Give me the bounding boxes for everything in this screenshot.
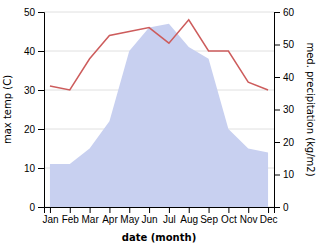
tick-label: 0: [29, 202, 35, 213]
chart: Jan FebMarAprMayJun Jul AugSepOctNovDec 0 10 2…: [0, 0, 318, 247]
tick-mark: [274, 12, 280, 13]
tick-label: Jan: [42, 214, 58, 225]
tick-label: Aug: [180, 214, 198, 225]
tick: 0: [274, 202, 289, 213]
tick-mark: [38, 207, 44, 208]
tick-mark: [274, 207, 280, 208]
tick: Mar: [81, 207, 99, 225]
tick-label: 60: [283, 7, 295, 18]
tick-mark: [90, 207, 91, 213]
tick-mark: [38, 90, 44, 91]
marks: [50, 20, 268, 207]
tick: 50: [24, 7, 44, 18]
tick: 0: [29, 202, 44, 213]
tick-label: 10: [24, 163, 36, 174]
tick: 30: [24, 85, 44, 96]
tick: Aug: [180, 207, 198, 225]
tick-mark: [129, 207, 130, 213]
tick: May: [120, 207, 139, 225]
tick-label: Jun: [142, 214, 158, 225]
y-axis: 0 10 20 30 40 50: [24, 7, 45, 213]
tick-mark: [274, 175, 280, 176]
axis-line: [275, 13, 281, 208]
tick-label: Nov: [240, 214, 258, 225]
tick-label: 30: [283, 104, 295, 115]
tick: Apr: [102, 207, 118, 225]
tick-mark: [38, 129, 44, 130]
tick-label: 30: [24, 85, 36, 96]
tick-label: Jul: [163, 214, 176, 225]
tick-mark: [268, 207, 269, 213]
tick-mark: [228, 207, 229, 213]
axis-line: [38, 13, 45, 208]
tick-mark: [248, 207, 249, 213]
tick: Dec: [260, 207, 278, 225]
tick: Feb: [62, 207, 80, 225]
tick-label: 50: [24, 7, 36, 18]
tick-mark: [109, 207, 110, 213]
tick: Jan: [42, 207, 58, 225]
tick: 10: [24, 163, 44, 174]
tick-mark: [149, 207, 150, 213]
tick-mark: [274, 142, 280, 143]
axis-line: [45, 208, 275, 214]
tick-label: Apr: [102, 214, 118, 225]
tick-mark: [38, 168, 44, 169]
tick-label: 20: [283, 137, 295, 148]
tick-label: Feb: [62, 214, 80, 225]
tick: Nov: [240, 207, 258, 225]
tick-mark: [38, 12, 44, 13]
tick-label: Mar: [81, 214, 99, 225]
x-axis-title: date (month): [122, 232, 196, 243]
y2-axis: 0 10 20 30 40 50 60: [274, 7, 295, 213]
tick-label: 40: [24, 46, 36, 57]
tick: 40: [274, 72, 295, 83]
tick-label: 10: [283, 169, 295, 180]
tick: 10: [274, 169, 295, 180]
tick-label: 40: [283, 72, 295, 83]
tick: 20: [24, 124, 44, 135]
tick-mark: [189, 207, 190, 213]
tick: Jul: [163, 207, 176, 225]
line: [50, 20, 268, 90]
tick-mark: [274, 110, 280, 111]
tick: 50: [274, 39, 295, 50]
tick-mark: [274, 45, 280, 46]
y-axis-title: max temp (C): [2, 75, 13, 144]
tick: Jun: [142, 207, 158, 225]
plot: Jan FebMarAprMayJun Jul AugSepOctNovDec 0 10 2…: [24, 7, 295, 225]
grid-line: [44, 12, 274, 13]
tick: Sep: [200, 207, 218, 225]
area: [50, 24, 268, 207]
tick: Oct: [221, 207, 237, 225]
tick-mark: [169, 207, 170, 213]
tick-label: Sep: [200, 214, 218, 225]
tick-label: 50: [283, 39, 295, 50]
x-axis: Jan FebMarAprMayJun Jul AugSepOctNovDec: [42, 207, 277, 225]
y2-axis-title: med. precipitation (kg/m2): [305, 42, 316, 176]
tick-label: 20: [24, 124, 36, 135]
tick: 30: [274, 104, 295, 115]
tick-mark: [209, 207, 210, 213]
tick-label: Dec: [260, 214, 278, 225]
tick-mark: [38, 51, 44, 52]
tick-mark: [70, 207, 71, 213]
tick-mark: [50, 207, 51, 213]
tick-label: 0: [283, 202, 289, 213]
tick-label: Oct: [221, 214, 237, 225]
tick-mark: [274, 77, 280, 78]
grid: [44, 12, 274, 207]
tick-label: May: [120, 214, 139, 225]
tick: 20: [274, 137, 295, 148]
tick: 60: [274, 7, 295, 18]
tick: 40: [24, 46, 44, 57]
